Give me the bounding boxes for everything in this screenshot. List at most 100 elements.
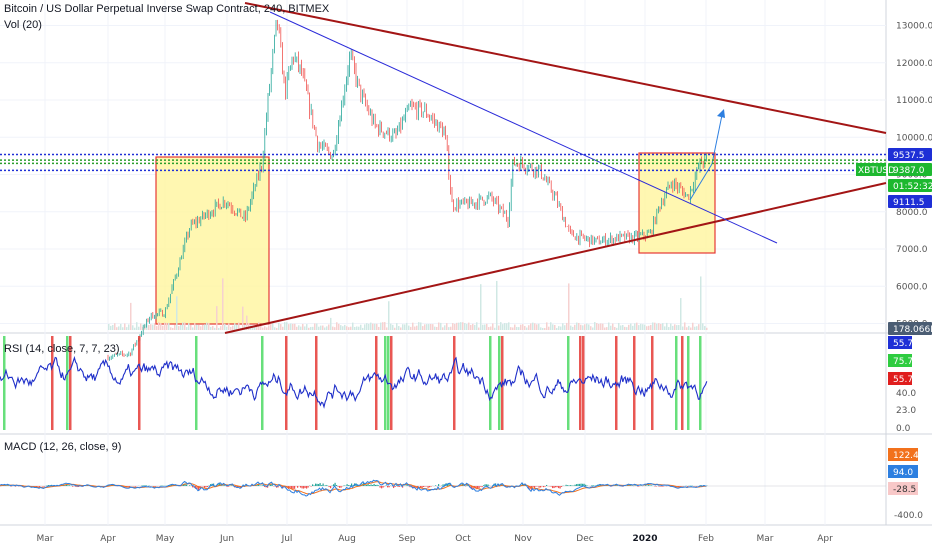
macd-histogram xyxy=(579,483,581,486)
volume-bar xyxy=(576,322,578,330)
volume-bar xyxy=(112,325,114,330)
macd-tag-label: 94.0 xyxy=(893,468,913,478)
volume-bar xyxy=(118,326,120,330)
volume-bar xyxy=(260,324,262,330)
volume-bar xyxy=(452,323,454,330)
rsi-tag-label: 75.7 xyxy=(893,357,913,367)
macd-histogram xyxy=(366,485,368,486)
macd-histogram xyxy=(333,484,335,486)
volume-bar xyxy=(430,323,432,330)
macd-histogram xyxy=(319,483,321,486)
macd-histogram xyxy=(396,485,398,486)
volume-bar xyxy=(552,324,554,330)
volume-bar xyxy=(282,326,284,330)
macd-signal-line xyxy=(0,481,707,495)
macd-histogram xyxy=(15,486,17,487)
macd-histogram xyxy=(592,485,594,486)
macd-histogram xyxy=(145,485,147,486)
volume-bar xyxy=(604,327,606,330)
macd-histogram xyxy=(189,485,191,486)
macd-histogram xyxy=(435,485,437,486)
volume-bar xyxy=(460,322,462,330)
macd-histogram xyxy=(387,486,389,488)
time-tick-label: Apr xyxy=(817,534,833,544)
volume-bar xyxy=(474,324,476,330)
macd-histogram xyxy=(267,486,269,488)
macd-histogram xyxy=(540,486,542,488)
macd-histogram xyxy=(313,485,315,486)
macd-histogram xyxy=(48,485,50,486)
volume-bar xyxy=(156,326,158,330)
macd-histogram xyxy=(522,483,524,486)
volume-bar xyxy=(648,325,650,330)
support-trendline xyxy=(224,182,887,334)
rsi-bar xyxy=(681,336,684,430)
price-tag-label: 9537.5 xyxy=(893,151,925,161)
volume-bar xyxy=(420,322,422,330)
macd-histogram xyxy=(343,485,345,486)
time-axis[interactable]: Mar Apr May Jun Jul Aug Sep Oct Nov Dec 2020 Feb Mar… xyxy=(37,534,834,544)
volume-bar xyxy=(358,326,360,330)
macd-histogram xyxy=(447,483,449,486)
trendlines xyxy=(224,2,887,334)
volume-bar xyxy=(438,322,440,330)
macd-histogram xyxy=(192,486,194,488)
rsi-bar xyxy=(390,336,393,430)
volume-bar xyxy=(312,326,314,330)
macd-histogram xyxy=(442,484,444,486)
time-tick-label: Jun xyxy=(219,534,234,544)
rsi-bar xyxy=(567,336,570,430)
volume-bar xyxy=(560,326,562,330)
macd-histogram xyxy=(198,486,200,490)
volume-bar xyxy=(416,325,418,330)
volume-bar xyxy=(176,296,178,330)
volume-bar xyxy=(332,326,334,330)
macd-histogram xyxy=(414,486,416,488)
volume-bar xyxy=(478,327,480,330)
volume-bar xyxy=(194,323,196,330)
macd-histogram xyxy=(217,483,219,486)
macd-histogram xyxy=(303,486,305,489)
volume-bar xyxy=(178,326,180,330)
macd-histogram xyxy=(43,486,45,487)
macd-histogram xyxy=(535,486,537,487)
rsi-tag-label: 55.7 xyxy=(893,339,913,349)
volume-bar xyxy=(444,325,446,330)
macd-histogram xyxy=(571,485,573,486)
volume-bar xyxy=(248,323,250,330)
volume-bar xyxy=(464,323,466,330)
macd-histogram xyxy=(576,484,578,486)
rsi-bar xyxy=(384,336,387,430)
volume-bar xyxy=(684,322,686,330)
volume-bar xyxy=(422,326,424,330)
macd-histogram xyxy=(237,486,239,488)
volume-bar xyxy=(436,326,438,330)
volume-bar xyxy=(468,322,470,330)
rsi-bar xyxy=(315,336,318,430)
macd-histogram xyxy=(318,484,320,486)
macd-histogram xyxy=(580,483,582,486)
volume-bar xyxy=(364,324,366,330)
price-axis[interactable]: 13000.012000.011000.010000.09000.08000.0… xyxy=(856,22,932,522)
volume-bar xyxy=(516,327,518,330)
macd-histogram xyxy=(78,486,80,487)
volume-bar xyxy=(166,323,168,330)
macd-histogram xyxy=(567,485,569,486)
volume-bar xyxy=(602,323,604,330)
volume-bar xyxy=(426,324,428,330)
volume-bar xyxy=(568,283,570,330)
volume-bar xyxy=(586,323,588,330)
volume-bar xyxy=(598,323,600,330)
volume-bar xyxy=(384,322,386,330)
volume-bar xyxy=(548,326,550,330)
volume-bar xyxy=(374,323,376,330)
volume-bar xyxy=(480,284,482,330)
rsi-tag xyxy=(888,372,912,385)
volume-bar xyxy=(120,323,122,330)
rsi-bar xyxy=(387,336,390,430)
macd-histogram xyxy=(543,486,545,488)
price-series xyxy=(107,19,707,361)
macd-histogram xyxy=(259,485,261,486)
price-tick-label: 13000.0 xyxy=(896,22,932,32)
